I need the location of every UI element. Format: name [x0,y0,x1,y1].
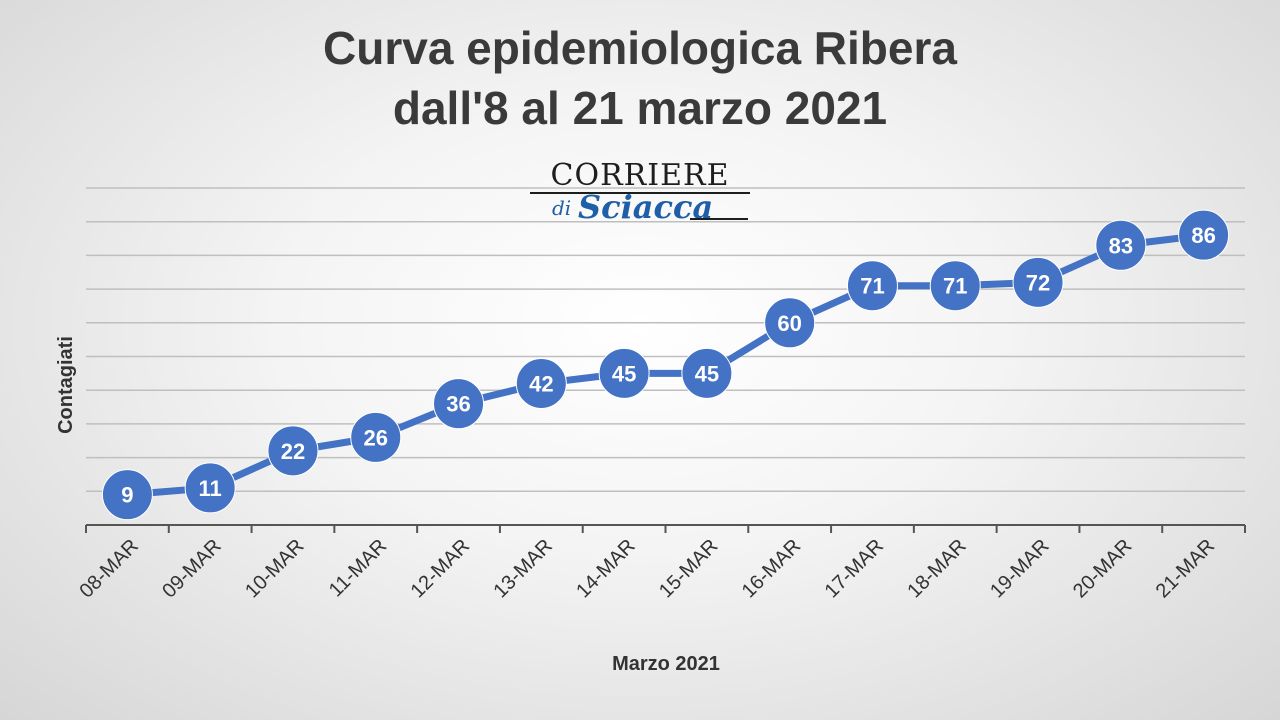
x-tick-label: 20-MAR [1069,535,1136,602]
x-tick-label: 11-MAR [325,535,391,601]
point-marker [515,357,567,409]
point-marker [1095,219,1147,271]
x-tick-labels: 08-MAR 09-MAR 10-MAR 11-MAR 12-MAR 13-MAR 14-M… [75,535,1219,602]
point-marker [846,260,898,312]
data-label: 83 [1109,233,1133,258]
gridlines [86,187,1245,493]
data-label: 22 [281,439,305,464]
x-tick-label: 16-MAR [738,535,805,602]
data-label: 86 [1191,223,1215,248]
data-point: 42 [515,357,567,409]
data-point: 11 [184,462,236,514]
x-tick-label: 12-MAR [407,535,474,602]
data-point: 72 [1012,256,1064,308]
point-marker [929,260,981,312]
chart-title-line2: dall'8 al 21 marzo 2021 [392,82,888,134]
data-label: 60 [777,311,801,336]
point-marker [1178,209,1230,261]
chart-title: Curva epidemiologica Ribera dall'8 al 21… [0,18,1280,138]
data-point: 22 [267,425,319,477]
data-point: 86 [1178,209,1230,261]
data-label: 71 [943,274,967,299]
point-marker [1012,256,1064,308]
x-axis-ticks [85,525,1246,533]
logo-underline [690,218,748,220]
x-tick-label: 21-MAR [1152,535,1219,602]
data-point: 71 [929,260,981,312]
logo-di-text: di [552,196,572,220]
x-tick-label: 13-MAR [489,535,556,602]
data-point: 45 [681,347,733,399]
data-point: 83 [1095,219,1147,271]
x-tick-label: 17-MAR [821,535,888,602]
point-marker [764,297,816,349]
point-marker [101,469,153,521]
chart-title-line1: Curva epidemiologica Ribera [323,22,957,74]
y-axis-title: Contagiati [55,336,77,434]
x-tick-label: 10-MAR [241,535,308,602]
x-tick-label: 08-MAR [75,535,142,602]
x-tick-label: 09-MAR [158,535,225,602]
data-label: 71 [860,274,884,299]
data-label: 45 [695,361,719,386]
data-point: 45 [598,347,650,399]
data-label: 42 [529,371,553,396]
data-point: 26 [350,411,402,463]
data-label: 36 [446,392,470,417]
point-marker [598,347,650,399]
data-label: 11 [199,476,222,501]
data-point: 71 [846,260,898,312]
point-marker [681,347,733,399]
point-marker [350,411,402,463]
data-label: 72 [1026,270,1050,295]
logo-corriere-text: CORRIERE [550,158,730,193]
corriere-di-sciacca-logo: CORRIERE di Sciacca [530,158,750,228]
x-tick-label: 18-MAR [903,535,970,602]
data-point: 36 [433,378,485,430]
data-point: 60 [764,297,816,349]
data-label: 9 [121,483,133,508]
point-marker [184,462,236,514]
x-tick-label: 15-MAR [655,535,722,602]
point-marker [267,425,319,477]
point-marker [433,378,485,430]
data-point: 9 [101,469,153,521]
data-label: 26 [364,425,388,450]
data-label: 45 [612,361,636,386]
data-points: 9 11 22 26 36 42 45 45 60 71 71 72 83 86 [101,209,1230,521]
x-axis-title: Marzo 2021 [612,653,720,675]
x-tick-label: 14-MAR [572,535,639,602]
logo-rule [530,192,750,194]
x-tick-label: 19-MAR [986,535,1053,602]
